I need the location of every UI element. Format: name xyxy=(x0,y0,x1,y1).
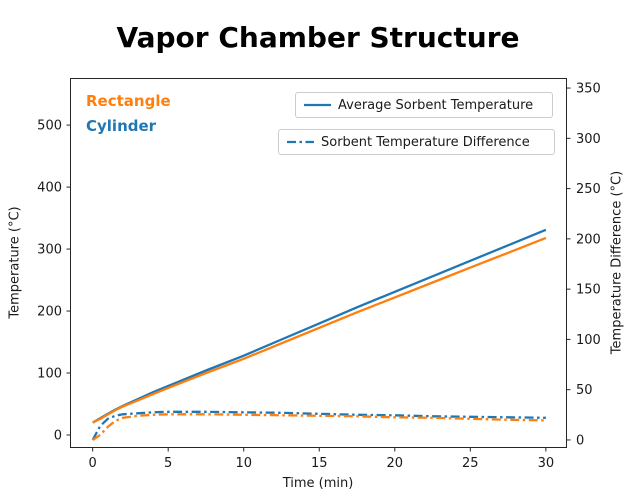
legend-label: Sorbent Temperature Difference xyxy=(321,134,530,150)
legend-dashdot-line-sample xyxy=(287,140,314,144)
y-left-tick-label: 300 xyxy=(37,243,62,258)
annotation-rectangle: Rectangle xyxy=(86,92,171,110)
x-tick-label: 0 xyxy=(89,456,97,471)
annotation-cylinder: Cylinder xyxy=(86,117,157,135)
y-right-tick-label: 0 xyxy=(576,433,584,448)
x-axis-label: Time (min) xyxy=(282,476,354,491)
series-line-cylinder-avg-temp xyxy=(92,228,547,424)
series-line-cylinder-temp-diff xyxy=(91,410,546,441)
y-left-tick-label: 100 xyxy=(37,367,62,382)
y-right-tick-label: 150 xyxy=(576,283,601,298)
y-right-tick-label: 300 xyxy=(576,132,601,147)
series-line-rectangle-avg-temp xyxy=(92,236,547,424)
x-tick-label: 20 xyxy=(387,456,404,471)
y-left-tick-label: 200 xyxy=(37,305,62,320)
legend-sorbent-temperature-difference: Sorbent Temperature Difference xyxy=(278,129,555,155)
series-line-rectangle-temp-diff xyxy=(92,413,546,441)
x-tick-label: 10 xyxy=(235,456,252,471)
legend-solid-line-sample xyxy=(304,103,331,107)
legend-average-sorbent-temperature: Average Sorbent Temperature xyxy=(295,92,553,118)
y-axis-label-left: Temperature (°C) xyxy=(7,206,23,319)
plot-border xyxy=(70,78,567,448)
y-left-tick-label: 0 xyxy=(54,428,62,443)
y-left-tick-label: 400 xyxy=(37,181,62,196)
legend-label: Average Sorbent Temperature xyxy=(338,97,534,113)
chart-title: Vapor Chamber Structure xyxy=(116,21,520,54)
y-right-tick-label: 100 xyxy=(576,333,601,348)
y-left-tick-label: 500 xyxy=(37,119,62,134)
y-right-tick-label: 350 xyxy=(576,82,601,97)
y-right-tick-label: 250 xyxy=(576,182,601,197)
y-right-tick-label: 200 xyxy=(576,232,601,247)
x-tick-label: 25 xyxy=(462,456,479,471)
y-axis-label-right: Temperature Difference (°C) xyxy=(609,170,625,355)
x-tick-label: 15 xyxy=(311,456,328,471)
x-tick-label: 5 xyxy=(164,456,172,471)
x-tick-label: 30 xyxy=(538,456,555,471)
y-right-tick-label: 50 xyxy=(576,383,593,398)
